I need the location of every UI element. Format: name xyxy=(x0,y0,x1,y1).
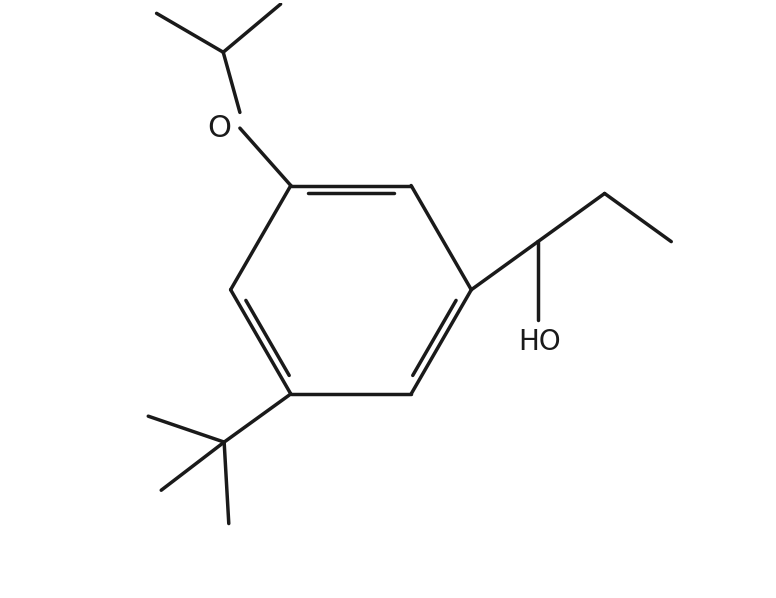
Text: HO: HO xyxy=(518,328,561,356)
Text: O: O xyxy=(207,114,231,143)
